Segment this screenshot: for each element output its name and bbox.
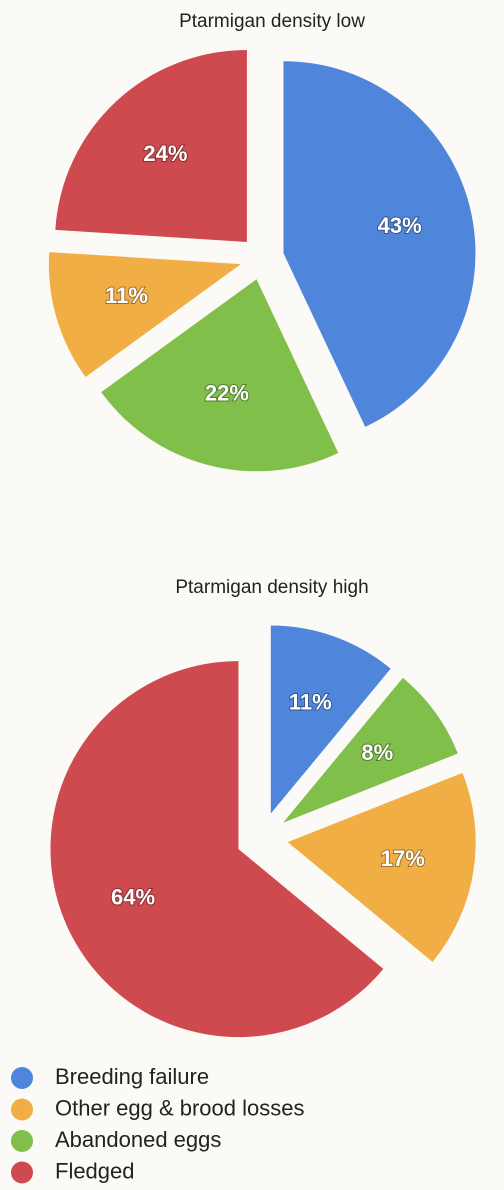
- value-label: 22%: [205, 380, 249, 405]
- legend-swatch: [11, 1098, 33, 1121]
- pie-slice: [283, 61, 476, 427]
- pie-slice: [101, 279, 339, 472]
- legend-swatch: [11, 1130, 33, 1152]
- value-label: 11%: [105, 283, 148, 308]
- chart-title: Ptarmigan density high: [175, 577, 368, 598]
- legend-label: Abandoned eggs: [55, 1127, 221, 1152]
- value-label: 11%: [289, 690, 332, 715]
- pie-slice: [48, 252, 241, 377]
- legend-swatch: [11, 1067, 33, 1089]
- value-label: 64%: [111, 885, 155, 910]
- legend-label: Breeding failure: [55, 1064, 209, 1089]
- legend-label: Other egg & brood losses: [55, 1095, 304, 1120]
- legend-swatch: [11, 1161, 33, 1184]
- value-label: 24%: [143, 141, 187, 166]
- pie-slice: [270, 625, 391, 814]
- pie-slice: [287, 772, 476, 962]
- legend-label: Fledged: [55, 1158, 135, 1183]
- value-label: 43%: [378, 213, 422, 238]
- pie-slice: [50, 661, 384, 1038]
- pie-slice: [283, 677, 458, 823]
- value-label: 17%: [381, 846, 425, 871]
- chart-title: Ptarmigan density low: [179, 11, 365, 32]
- value-label: 8%: [361, 740, 393, 765]
- pie-slice: [55, 49, 247, 242]
